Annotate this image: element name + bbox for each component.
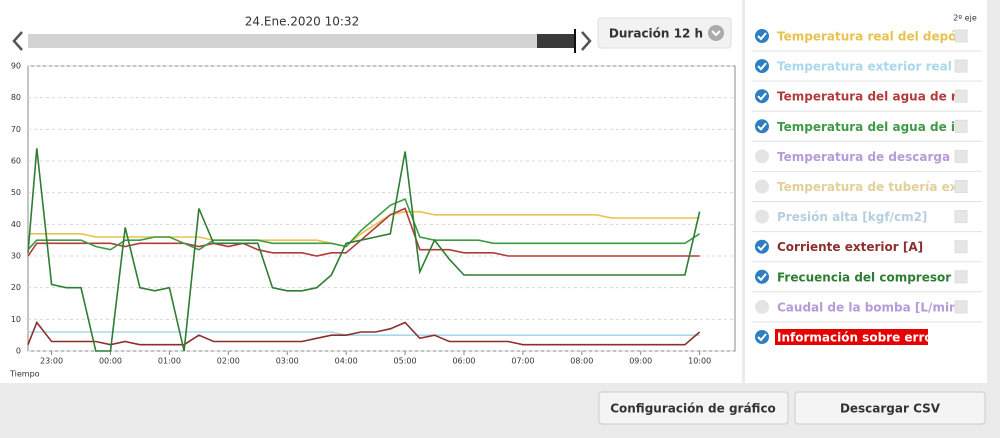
slider-thumb[interactable] [537,34,575,48]
check-mark [757,243,767,252]
legend-toggle[interactable] [755,149,769,164]
x-tick-label: 00:00 [99,357,122,366]
x-tick-label: 23:00 [40,357,63,366]
legend-toggle[interactable] [755,119,769,134]
legend-label: Temperatura de tubería ext [777,180,964,194]
x-tick-label: 07:00 [511,357,534,366]
plot-frame [27,65,736,352]
secondary-axis-checkbox[interactable] [954,149,968,163]
x-tick-label: 10:00 [688,357,711,366]
x-tick-label: 01:00 [158,357,181,366]
legend-toggle[interactable] [755,89,769,104]
check-mark [757,122,767,131]
series-line [27,148,701,352]
legend-label: Temperatura real del depós [777,30,964,44]
legend-toggle[interactable] [755,330,769,344]
x-tick-label: 09:00 [629,357,652,366]
legend-toggle[interactable] [755,179,769,194]
y-tick-label: 20 [11,283,21,292]
secondary-axis-checkbox[interactable] [954,180,968,193]
secondary-axis-checkbox[interactable] [954,89,968,103]
check-mark [757,62,767,71]
y-tick-label: 10 [11,315,21,324]
x-tick-label: 06:00 [452,357,475,366]
secondary-axis-checkbox[interactable] [954,59,968,73]
secondary-axis-checkbox[interactable] [954,270,968,284]
check-mark [757,273,767,282]
legend-label: Información sobre errores [777,331,954,345]
legend-label: Temperatura del agua de i [777,120,955,134]
y-tick-label: 80 [11,93,21,102]
secondary-axis-checkbox[interactable] [954,240,968,254]
config-button-label: Configuración de gráfico [610,402,776,416]
x-tick-label: 08:00 [570,357,593,366]
legend-panel [745,0,987,383]
check-mark [757,333,767,342]
y-tick-label: 60 [11,157,21,166]
duration-label: Duración 12 h [609,27,703,41]
secondary-axis-checkbox[interactable] [954,300,968,314]
date-label: 24.Ene.2020 10:32 [245,15,359,29]
secondary-axis-checkbox[interactable] [954,119,968,133]
y-tick-label: 90 [11,62,21,71]
series-line [27,320,701,346]
legend-label: Caudal de la bomba [L/min] [777,300,963,314]
chart-panel [0,0,742,383]
secondary-axis-checkbox[interactable] [954,29,968,43]
x-tick-label: 02:00 [217,357,240,366]
y-tick-label: 50 [11,188,21,197]
series-line [27,197,701,251]
legend-toggle[interactable] [755,239,769,254]
csv-button-label: Descargar CSV [840,402,941,416]
y-tick-label: 70 [11,125,21,134]
legend-label: Corriente exterior [A] [777,240,923,254]
y-tick-label: 30 [11,252,21,261]
x-tick-label: 04:00 [335,357,358,366]
legend-toggle[interactable] [755,209,769,224]
legend-label: Temperatura del agua de re [777,90,965,104]
error-highlight [775,329,928,345]
time-slider[interactable] [28,34,575,48]
config-button[interactable] [598,391,789,425]
x-tick-label: 05:00 [394,357,417,366]
y-tick-label: 40 [11,220,21,229]
x-tick-label: 03:00 [276,357,299,366]
prev-arrow[interactable] [12,31,23,51]
series-line [28,210,700,248]
legend-label: Temperatura exterior real [ [777,60,962,74]
series-line [28,331,700,336]
legend-toggle[interactable] [755,269,769,284]
dropdown-icon [708,25,724,41]
csv-button[interactable] [794,391,986,425]
legend-toggle[interactable] [755,59,769,74]
secondary-axis-header: 2º eje [953,14,977,23]
legend-toggle[interactable] [755,29,769,43]
legend-label: Frecuencia del compresor [ [777,270,961,284]
legend-label: Temperatura de descarga [° [777,150,966,164]
y-tick-label: 0 [16,347,21,356]
next-arrow[interactable] [581,31,592,51]
x-axis-label: Tiempo [9,370,40,379]
check-mark [757,32,767,41]
legend-toggle[interactable] [755,299,769,314]
duration-dropdown[interactable] [597,17,732,49]
legend-label: Presión alta [kgf/cm2] [777,210,927,224]
dropdown-chevron [711,30,721,37]
check-mark [757,92,767,101]
secondary-axis-checkbox[interactable] [954,210,968,224]
